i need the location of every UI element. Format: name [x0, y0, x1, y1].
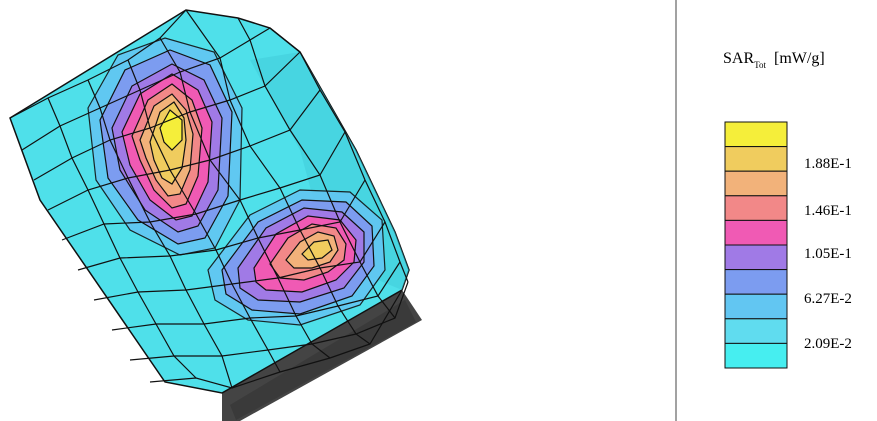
- legend-color-swatch: [724, 269, 788, 295]
- legend-title: SARTot [mW/g]: [723, 50, 825, 70]
- mesh-grid: [9, 9, 409, 389]
- legend-color-swatch: [724, 146, 788, 172]
- legend-color-bar: [724, 121, 788, 369]
- legend-color-swatch: [724, 342, 788, 369]
- legend-title-main: SAR: [723, 50, 755, 67]
- legend-tick-label: 2.09E-2: [804, 336, 852, 352]
- legend-color-swatch: [724, 318, 788, 344]
- legend-tick-label: 1.05E-1: [804, 246, 852, 262]
- legend-unit: [mW/g]: [774, 50, 825, 67]
- legend-tick-label: 1.46E-1: [804, 203, 852, 219]
- legend-tick-label: 6.27E-2: [804, 291, 852, 307]
- legend-color-swatch: [724, 244, 788, 271]
- legend-color-swatch: [724, 121, 788, 148]
- legend-title-sub: Tot: [754, 60, 766, 70]
- hotspot-upper: [87, 37, 243, 256]
- legend-color-swatch: [724, 170, 788, 197]
- legend-color-swatch: [724, 293, 788, 320]
- legend-color-swatch: [724, 195, 788, 221]
- legend-tick-label: 1.88E-1: [804, 156, 852, 172]
- legend-color-swatch: [724, 219, 788, 246]
